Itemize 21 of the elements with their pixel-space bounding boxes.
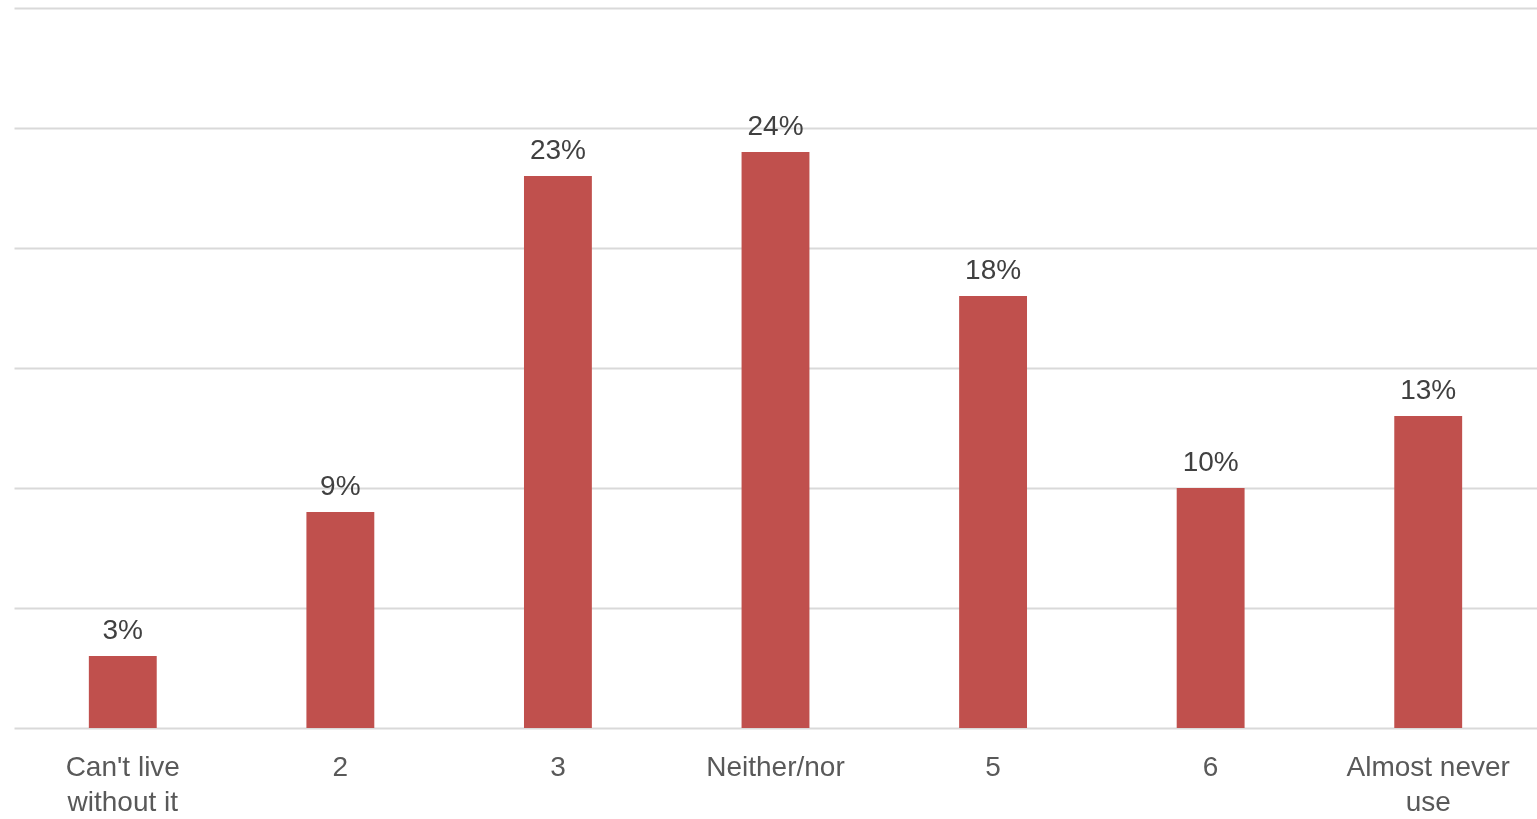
x-tick-label: 2	[332, 750, 349, 782]
data-label: 9%	[320, 470, 361, 501]
data-label: 3%	[102, 614, 144, 645]
bar	[741, 152, 810, 728]
bar	[88, 656, 157, 728]
x-tick-label: Can't live without it	[65, 750, 180, 817]
data-label: 13%	[1400, 374, 1457, 405]
bar	[523, 176, 592, 728]
x-tick-label: Neither/nor	[706, 750, 845, 782]
bar	[306, 512, 375, 728]
data-label: 10%	[1182, 446, 1239, 477]
data-label: 24%	[747, 110, 804, 141]
bar	[1394, 416, 1463, 728]
bar	[959, 296, 1028, 728]
x-tick-label: 3	[550, 750, 566, 782]
data-label: 23%	[529, 134, 586, 165]
x-tick-label: 5	[985, 750, 1001, 782]
bar	[1176, 488, 1245, 728]
x-tick-label: 6	[1202, 750, 1219, 782]
data-label: 18%	[965, 254, 1022, 285]
x-tick-label: Almost never use	[1346, 750, 1510, 817]
